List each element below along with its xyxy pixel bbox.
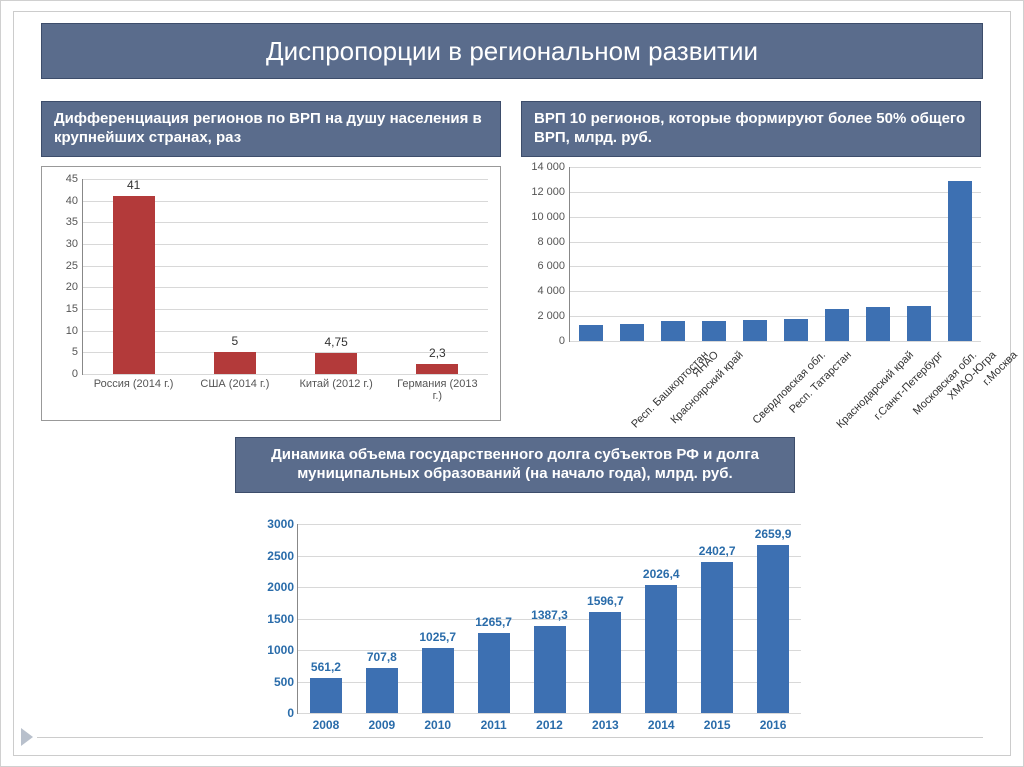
- chart2-bar: [866, 307, 890, 341]
- chart2-ytick: 12 000: [531, 186, 565, 198]
- chart2-bar: [907, 306, 931, 341]
- chart2-ytick: 2 000: [537, 310, 565, 322]
- footer-line: [37, 737, 983, 738]
- chart2-bar: [825, 309, 849, 341]
- chart1-ytick: 5: [72, 346, 78, 358]
- chart1-value-label: 4,75: [306, 335, 366, 349]
- chart3-value-label: 1025,7: [408, 630, 468, 644]
- chart1-header: Дифференциация регионов по ВРП на душу н…: [41, 101, 501, 157]
- chart1-value-label: 5: [205, 334, 265, 348]
- chart3-ytick: 3000: [267, 517, 294, 531]
- chart3-gridline: [298, 713, 801, 714]
- chart2-bar: [661, 321, 685, 341]
- chart1-ytick: 30: [66, 238, 78, 250]
- chart3-ytick: 0: [287, 706, 294, 720]
- chart2-gridline: [570, 266, 981, 267]
- chart2-gridline: [570, 291, 981, 292]
- chart2-gridline: [570, 217, 981, 218]
- chart2-gridline: [570, 192, 981, 193]
- slide-title: Диспропорции в региональном развитии: [41, 23, 983, 79]
- chart3-ytick: 2000: [267, 580, 294, 594]
- chart1-bar: [113, 196, 155, 374]
- chart3-xlabel: 2016: [748, 718, 798, 732]
- chart2-gridline: [570, 167, 981, 168]
- chart3-value-label: 1387,3: [520, 608, 580, 622]
- chart2-bar: [620, 324, 644, 341]
- chart2: Респ. БашкортостанКрасноярский крайЯНАОС…: [521, 159, 991, 444]
- chart2-gridline: [570, 341, 981, 342]
- chart2-bar: [702, 321, 726, 342]
- chart3-xlabel: 2008: [301, 718, 351, 732]
- chart1-ytick: 40: [66, 195, 78, 207]
- chart3-value-label: 561,2: [296, 660, 356, 674]
- chart3-bar: [478, 633, 510, 713]
- chart2-header: ВРП 10 регионов, которые формируют более…: [521, 101, 981, 157]
- chart3-bar: [366, 668, 398, 713]
- chart2-gridline: [570, 242, 981, 243]
- chart3-header: Динамика объема государственного долга с…: [235, 437, 795, 493]
- chart1-xlabel: Китай (2012 г.): [291, 378, 381, 390]
- chart1-ytick: 0: [72, 368, 78, 380]
- chart2-ytick: 4 000: [537, 285, 565, 297]
- chart1-value-label: 2,3: [407, 346, 467, 360]
- chart3-value-label: 707,8: [352, 650, 412, 664]
- chart2-ytick: 8 000: [537, 236, 565, 248]
- chart3-bar: [701, 562, 733, 713]
- chart1-xlabel: Россия (2014 г.): [89, 378, 179, 390]
- chart3-ytick: 2500: [267, 549, 294, 563]
- chart3-value-label: 1596,7: [575, 594, 635, 608]
- chart2-bar: [784, 319, 808, 341]
- chart1-ytick: 45: [66, 173, 78, 185]
- chart3-bar: [645, 585, 677, 713]
- chart3-bar: [422, 648, 454, 713]
- chart3-xlabel: 2010: [413, 718, 463, 732]
- chart1-xlabel: Германия (2013 г.): [392, 378, 482, 402]
- chart2-bar: [948, 181, 972, 341]
- chart1-bar: [315, 353, 357, 374]
- chart3-ytick: 500: [274, 675, 294, 689]
- chart1-ytick: 25: [66, 260, 78, 272]
- chart2-bar: [579, 325, 603, 341]
- chart2-ytick: 6 000: [537, 260, 565, 272]
- chart1-gridline: [83, 374, 488, 375]
- chart1-xlabel: США (2014 г.): [190, 378, 280, 390]
- chart1-ytick: 35: [66, 216, 78, 228]
- chart3-value-label: 2402,7: [687, 544, 747, 558]
- chart1-ytick: 20: [66, 281, 78, 293]
- chart3-value-label: 2659,9: [743, 527, 803, 541]
- chart3-ytick: 1000: [267, 643, 294, 657]
- chart1-bar: [416, 364, 458, 374]
- chart1-ytick: 10: [66, 325, 78, 337]
- chart3-bar: [310, 678, 342, 713]
- chart3: 0 500 1000 1500 2000 2500 3000 561,2 2008 707,8 20…: [251, 509, 811, 744]
- slide-marker-icon: [21, 728, 33, 746]
- chart3-xlabel: 2015: [692, 718, 742, 732]
- chart2-ytick: 14 000: [531, 161, 565, 173]
- chart3-xlabel: 2012: [525, 718, 575, 732]
- chart3-xlabel: 2013: [580, 718, 630, 732]
- chart3-xlabel: 2009: [357, 718, 407, 732]
- chart1-ytick: 15: [66, 303, 78, 315]
- chart3-value-label: 1265,7: [464, 615, 524, 629]
- chart1-bar: [214, 352, 256, 374]
- chart3-ytick: 1500: [267, 612, 294, 626]
- chart2-ytick: 0: [559, 335, 565, 347]
- chart3-gridline: [298, 524, 801, 525]
- chart1: 41 Россия (2014 г.) 5 США (2014 г.) 4,75 Кита…: [41, 166, 501, 421]
- chart3-value-label: 2026,4: [631, 567, 691, 581]
- chart3-xlabel: 2014: [636, 718, 686, 732]
- chart3-bar: [534, 626, 566, 713]
- chart3-bar: [589, 612, 621, 713]
- chart1-value-label: 41: [104, 178, 164, 192]
- chart2-ytick: 10 000: [531, 211, 565, 223]
- chart3-bar: [757, 545, 789, 713]
- chart2-bar: [743, 320, 767, 341]
- chart3-xlabel: 2011: [469, 718, 519, 732]
